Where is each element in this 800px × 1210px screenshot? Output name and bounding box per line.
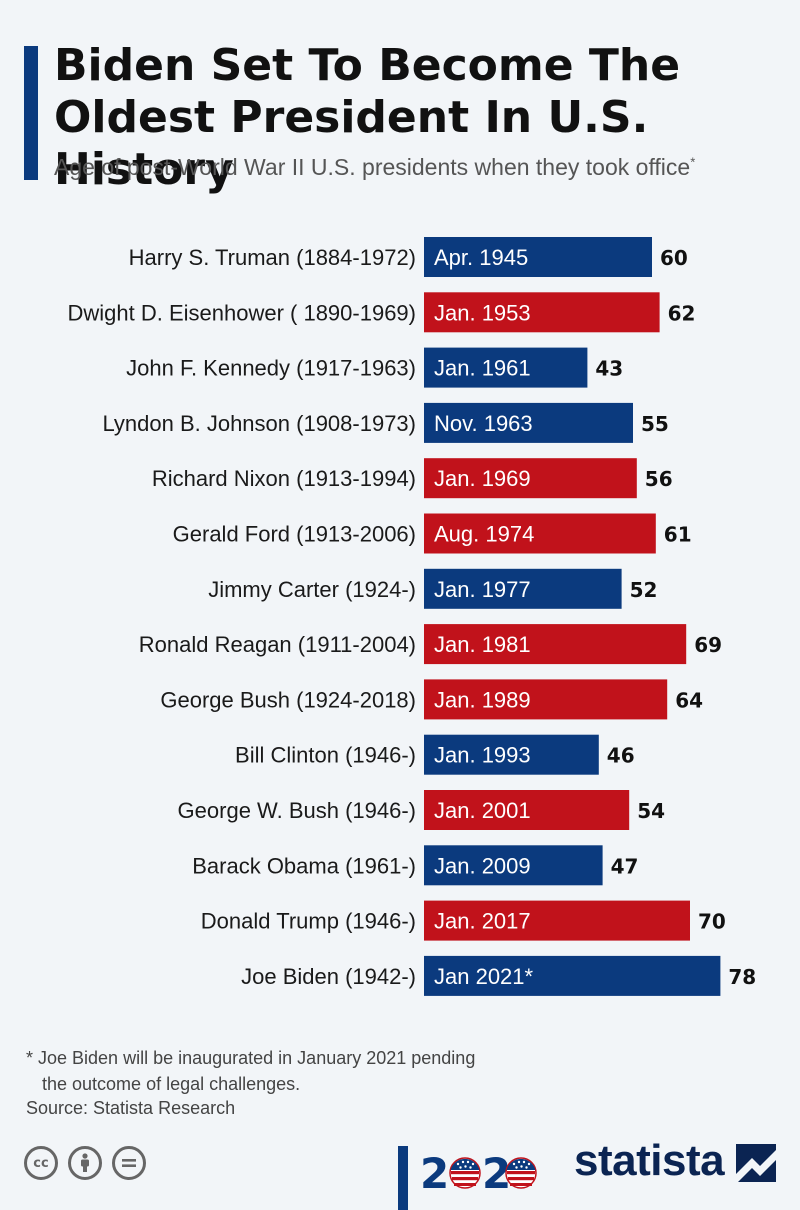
bar <box>424 237 652 277</box>
attribution-icon[interactable] <box>68 1146 102 1180</box>
value-label: 69 <box>694 633 722 657</box>
subtitle-text: Age of post-World War II U.S. presidents… <box>54 154 691 180</box>
flag-circle-icon <box>449 1157 481 1189</box>
flag-circle-icon-2 <box>505 1157 537 1189</box>
bar <box>424 568 622 609</box>
subtitle-footnote-marker: * <box>690 154 696 170</box>
bar <box>424 292 660 333</box>
bar-date-label: Nov. 1963 <box>434 411 533 436</box>
logo-digit-2a: 2 <box>420 1149 449 1198</box>
chart-title: Biden Set To Become The Oldest President… <box>54 40 794 196</box>
bar-date-label: Jan. 2009 <box>434 853 531 878</box>
category-label: Jimmy Carter (1924-) <box>208 577 416 602</box>
source-text: Source: Statista Research <box>26 1098 236 1118</box>
footnote-line-1: * Joe Biden will be inaugurated in Janua… <box>26 1048 476 1068</box>
category-label: Lyndon B. Johnson (1908-1973) <box>102 411 416 436</box>
bar <box>424 679 668 720</box>
election-logo-bar <box>398 1146 408 1210</box>
value-label: 64 <box>675 688 703 712</box>
chart-subtitle: Age of post-World War II U.S. presidents… <box>54 154 695 181</box>
election-2020-logo: 2 2 <box>420 1149 537 1198</box>
bar <box>424 624 687 665</box>
bar-date-label: Jan. 2001 <box>434 798 531 823</box>
bar-date-label: Jan. 1961 <box>434 356 531 381</box>
category-label: Barack Obama (1961-) <box>192 853 416 878</box>
creative-commons-icon[interactable]: cc <box>24 1146 58 1180</box>
footnote-line-2: the outcome of legal challenges. <box>42 1074 301 1094</box>
license-icons: cc <box>24 1146 146 1180</box>
value-label: 54 <box>637 799 665 823</box>
bar <box>424 513 656 554</box>
bar <box>424 402 633 443</box>
bar-date-label: Apr. 1945 <box>434 245 528 270</box>
value-label: 55 <box>641 412 669 436</box>
bar <box>424 734 599 775</box>
value-label: 70 <box>698 910 726 934</box>
bar-date-label: Jan. 1969 <box>434 466 531 491</box>
bar <box>424 845 603 886</box>
category-label: John F. Kennedy (1917-1963) <box>126 356 416 381</box>
footnote: * Joe Biden will be inaugurated in Janua… <box>26 1045 475 1097</box>
bar-date-label: Jan. 2017 <box>434 909 531 934</box>
bar-date-label: Aug. 1974 <box>434 522 534 547</box>
bar-date-label: Jan. 1977 <box>434 577 531 602</box>
title-line-1: Biden Set To Become The <box>54 40 681 91</box>
title-line-2: Oldest President In U.S. History <box>54 92 649 195</box>
value-label: 43 <box>595 357 623 381</box>
category-label: Richard Nixon (1913-1994) <box>152 466 416 491</box>
value-label: 62 <box>668 301 696 325</box>
bar <box>424 900 690 941</box>
category-label: George Bush (1924-2018) <box>160 687 416 712</box>
bar <box>424 458 637 499</box>
value-label: 56 <box>645 467 673 491</box>
no-derivatives-icon[interactable] <box>112 1146 146 1180</box>
bar-date-label: Jan 2021* <box>434 964 534 989</box>
value-label: 60 <box>660 246 688 270</box>
bar-date-label: Jan. 1953 <box>434 300 531 325</box>
category-label: Bill Clinton (1946-) <box>235 743 416 768</box>
bar-date-label: Jan. 1989 <box>434 687 531 712</box>
category-label: Donald Trump (1946-) <box>201 909 416 934</box>
category-label: Joe Biden (1942-) <box>241 964 416 989</box>
bar-date-label: Jan. 1993 <box>434 743 531 768</box>
statista-logo-icon[interactable] <box>736 1144 776 1182</box>
bar-date-label: Jan. 1981 <box>434 632 531 657</box>
title-accent-bar <box>24 46 38 180</box>
value-label: 46 <box>607 744 635 768</box>
bar <box>424 790 630 830</box>
category-label: Dwight D. Eisenhower ( 1890-1969) <box>67 300 416 325</box>
category-label: Gerald Ford (1913-2006) <box>173 522 416 547</box>
category-label: Ronald Reagan (1911-2004) <box>139 632 416 657</box>
category-label: George W. Bush (1946-) <box>178 798 416 823</box>
value-label: 61 <box>664 523 692 547</box>
category-label: Harry S. Truman (1884-1972) <box>129 245 416 270</box>
value-label: 52 <box>630 578 658 602</box>
statista-brand[interactable]: statista <box>574 1136 725 1185</box>
value-label: 78 <box>728 965 756 989</box>
value-label: 47 <box>611 854 639 878</box>
bar-chart: Harry S. Truman (1884-1972) Apr. 1945 60 Dw… <box>67 237 756 996</box>
bar <box>424 347 588 388</box>
bar <box>424 955 721 996</box>
